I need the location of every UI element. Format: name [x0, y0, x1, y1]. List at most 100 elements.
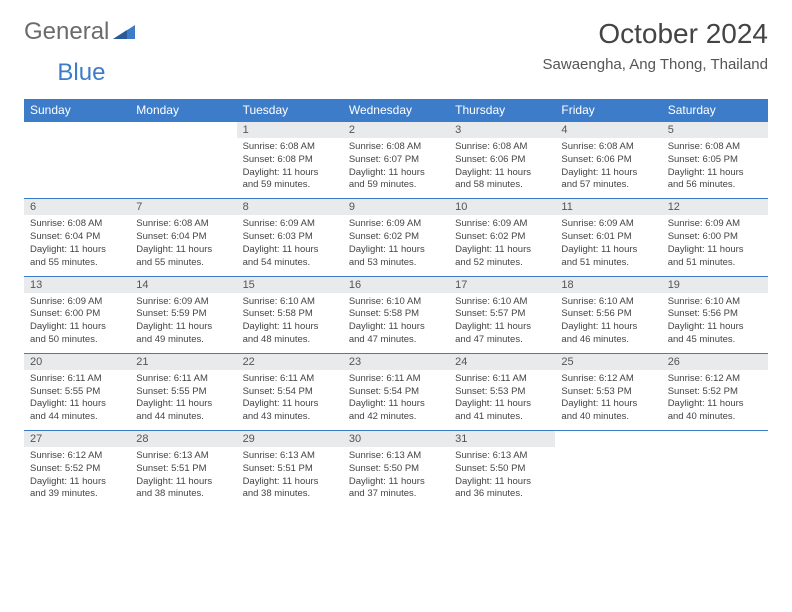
day-body: Sunrise: 6:08 AMSunset: 6:06 PMDaylight:… [449, 138, 555, 198]
day-number: 19 [662, 277, 768, 293]
daylight-text: Daylight: 11 hours and 40 minutes. [668, 398, 762, 424]
day-body [555, 447, 661, 505]
daylight-text: Daylight: 11 hours and 40 minutes. [561, 398, 655, 424]
sunset-text: Sunset: 5:56 PM [561, 308, 655, 321]
sunrise-text: Sunrise: 6:09 AM [136, 296, 230, 309]
empty-day-cell [555, 431, 661, 508]
daylight-text: Daylight: 11 hours and 39 minutes. [30, 476, 124, 502]
day-body: Sunrise: 6:08 AMSunset: 6:04 PMDaylight:… [24, 215, 130, 275]
day-header-thursday: Thursday [449, 99, 555, 122]
day-number: 29 [237, 431, 343, 447]
sunset-text: Sunset: 5:52 PM [668, 386, 762, 399]
month-title: October 2024 [543, 18, 768, 50]
sunset-text: Sunset: 5:53 PM [561, 386, 655, 399]
day-header-tuesday: Tuesday [237, 99, 343, 122]
day-cell-23: 23Sunrise: 6:11 AMSunset: 5:54 PMDayligh… [343, 353, 449, 430]
day-cell-10: 10Sunrise: 6:09 AMSunset: 6:02 PMDayligh… [449, 199, 555, 276]
sunrise-text: Sunrise: 6:11 AM [30, 373, 124, 386]
day-number [662, 431, 768, 447]
sunrise-text: Sunrise: 6:08 AM [30, 218, 124, 231]
daylight-text: Daylight: 11 hours and 53 minutes. [349, 244, 443, 270]
sunrise-text: Sunrise: 6:09 AM [561, 218, 655, 231]
day-body: Sunrise: 6:13 AMSunset: 5:51 PMDaylight:… [130, 447, 236, 507]
day-cell-12: 12Sunrise: 6:09 AMSunset: 6:00 PMDayligh… [662, 199, 768, 276]
daylight-text: Daylight: 11 hours and 55 minutes. [136, 244, 230, 270]
daylight-text: Daylight: 11 hours and 50 minutes. [30, 321, 124, 347]
day-number: 13 [24, 277, 130, 293]
sunrise-text: Sunrise: 6:12 AM [668, 373, 762, 386]
day-cell-26: 26 Sunrise: 6:12 AMSunset: 5:52 PMDayligh… [662, 353, 768, 430]
day-body: Sunrise: 6:11 AMSunset: 5:54 PMDaylight:… [343, 370, 449, 430]
day-number: 23 [343, 354, 449, 370]
day-cell-2: 2Sunrise: 6:08 AMSunset: 6:07 PMDaylight… [343, 122, 449, 199]
logo-triangle-icon [113, 21, 135, 44]
sunrise-text: Sunrise: 6:11 AM [349, 373, 443, 386]
day-cell-15: 15Sunrise: 6:10 AMSunset: 5:58 PMDayligh… [237, 276, 343, 353]
empty-day-cell [24, 122, 130, 199]
daylight-text: Daylight: 11 hours and 47 minutes. [349, 321, 443, 347]
day-number: 21 [130, 354, 236, 370]
sunrise-text: Sunrise: 6:08 AM [349, 141, 443, 154]
day-body: Sunrise: 6:11 AMSunset: 5:55 PMDaylight:… [24, 370, 130, 430]
sunrise-text: Sunrise: 6:10 AM [561, 296, 655, 309]
day-cell-22: 22Sunrise: 6:11 AMSunset: 5:54 PMDayligh… [237, 353, 343, 430]
day-number: 10 [449, 199, 555, 215]
sunset-text: Sunset: 6:00 PM [668, 231, 762, 244]
day-body: Sunrise: 6:12 AMSunset: 5:52 PMDaylight:… [24, 447, 130, 507]
day-body: Sunrise: 6:10 AMSunset: 5:56 PMDaylight:… [555, 293, 661, 353]
sunset-text: Sunset: 5:56 PM [668, 308, 762, 321]
sunrise-text: Sunrise: 6:10 AM [243, 296, 337, 309]
day-number: 26 [662, 354, 768, 370]
daylight-text: Daylight: 11 hours and 47 minutes. [455, 321, 549, 347]
sunset-text: Sunset: 5:50 PM [455, 463, 549, 476]
daylight-text: Daylight: 11 hours and 45 minutes. [668, 321, 762, 347]
week-row: 20Sunrise: 6:11 AMSunset: 5:55 PMDayligh… [24, 353, 768, 430]
day-number: 4 [555, 122, 661, 138]
sunset-text: Sunset: 6:01 PM [561, 231, 655, 244]
sunset-text: Sunset: 6:00 PM [30, 308, 124, 321]
daylight-text: Daylight: 11 hours and 52 minutes. [455, 244, 549, 270]
sunrise-text: Sunrise: 6:11 AM [455, 373, 549, 386]
daylight-text: Daylight: 11 hours and 43 minutes. [243, 398, 337, 424]
daylight-text: Daylight: 11 hours and 42 minutes. [349, 398, 443, 424]
empty-day-cell [662, 431, 768, 508]
daylight-text: Daylight: 11 hours and 59 minutes. [349, 167, 443, 193]
day-number: 20 [24, 354, 130, 370]
day-body: Sunrise: 6:08 AMSunset: 6:04 PMDaylight:… [130, 215, 236, 275]
day-body: Sunrise: 6:11 AMSunset: 5:54 PMDaylight:… [237, 370, 343, 430]
day-number: 8 [237, 199, 343, 215]
day-cell-28: 28Sunrise: 6:13 AMSunset: 5:51 PMDayligh… [130, 431, 236, 508]
logo: General [24, 18, 137, 46]
day-cell-1: 1Sunrise: 6:08 AMSunset: 6:08 PMDaylight… [237, 122, 343, 199]
day-body: Sunrise: 6:10 AMSunset: 5:57 PMDaylight:… [449, 293, 555, 353]
sunrise-text: Sunrise: 6:09 AM [668, 218, 762, 231]
daylight-text: Daylight: 11 hours and 37 minutes. [349, 476, 443, 502]
logo-text-2: Blue [57, 59, 105, 87]
week-row: 1Sunrise: 6:08 AMSunset: 6:08 PMDaylight… [24, 122, 768, 199]
sunset-text: Sunset: 5:57 PM [455, 308, 549, 321]
day-cell-4: 4Sunrise: 6:08 AMSunset: 6:06 PMDaylight… [555, 122, 661, 199]
day-number: 6 [24, 199, 130, 215]
day-body: Sunrise: 6:09 AMSunset: 6:02 PMDaylight:… [343, 215, 449, 275]
day-number: 5 [662, 122, 768, 138]
sunrise-text: Sunrise: 6:08 AM [455, 141, 549, 154]
sunrise-text: Sunrise: 6:12 AM [561, 373, 655, 386]
sunset-text: Sunset: 6:04 PM [136, 231, 230, 244]
empty-day-cell [130, 122, 236, 199]
day-body: Sunrise: 6:13 AMSunset: 5:51 PMDaylight:… [237, 447, 343, 507]
day-body: Sunrise: 6:09 AMSunset: 6:03 PMDaylight:… [237, 215, 343, 275]
title-block: October 2024 Sawaengha, Ang Thong, Thail… [543, 18, 768, 73]
sunset-text: Sunset: 5:51 PM [136, 463, 230, 476]
calendar-table: SundayMondayTuesdayWednesdayThursdayFrid… [24, 99, 768, 507]
sunrise-text: Sunrise: 6:10 AM [455, 296, 549, 309]
day-header-sunday: Sunday [24, 99, 130, 122]
daylight-text: Daylight: 11 hours and 58 minutes. [455, 167, 549, 193]
day-number: 3 [449, 122, 555, 138]
sunset-text: Sunset: 5:59 PM [136, 308, 230, 321]
daylight-text: Daylight: 11 hours and 38 minutes. [136, 476, 230, 502]
sunrise-text: Sunrise: 6:12 AM [30, 450, 124, 463]
week-row: 27Sunrise: 6:12 AMSunset: 5:52 PMDayligh… [24, 431, 768, 508]
location: Sawaengha, Ang Thong, Thailand [543, 56, 768, 73]
day-number: 25 [555, 354, 661, 370]
sunrise-text: Sunrise: 6:08 AM [668, 141, 762, 154]
